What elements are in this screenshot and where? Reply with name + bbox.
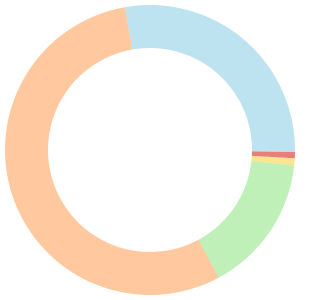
chart [5,5,295,295]
donut-segment [251,151,295,159]
donut-segment [198,161,295,278]
donut-segment [5,7,219,295]
donut-segment [251,155,295,166]
donut-segment [124,5,295,153]
page: {"chart_data": {"type": "doughnut", "val… [5,5,295,295]
